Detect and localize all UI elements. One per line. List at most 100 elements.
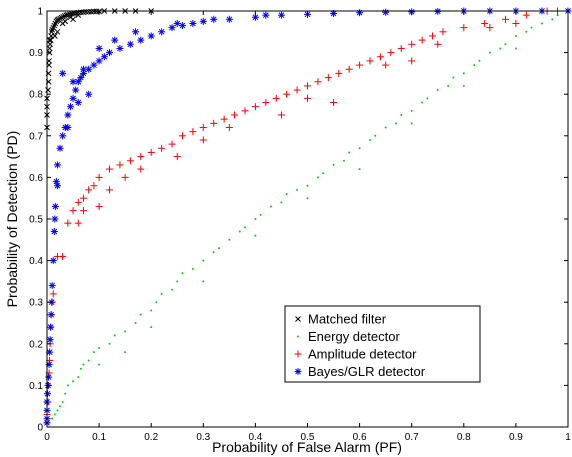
data-point [254,218,257,220]
data-point [57,15,63,22]
data-point [434,40,442,48]
data-point [322,172,325,175]
data-point [95,203,103,211]
data-point [83,8,89,15]
data-point [251,103,259,111]
data-point [64,123,72,131]
data-point [551,18,554,21]
data-point [70,16,76,23]
data-point [176,280,179,283]
data-point [53,413,56,416]
data-point [132,28,140,36]
data-point [408,40,416,48]
data-point [418,36,426,44]
data-point [238,230,241,233]
data-point [335,69,343,77]
data-point [173,153,181,161]
data-point [48,282,56,290]
data-point [158,28,166,36]
data-point [98,363,101,366]
data-point [59,252,67,260]
data-point [108,342,111,345]
data-point [358,168,361,171]
x-axis-title: Probability of False Alarm (PF) [212,439,402,455]
data-point [270,205,273,208]
x-tick-label: 0.1 [92,432,106,443]
data-point [60,13,67,20]
data-point [54,28,61,35]
data-point [345,65,353,73]
data-point [111,36,119,44]
data-point [460,24,468,32]
data-point [92,351,95,354]
data-point [376,53,384,61]
y-tick-label: 0.4 [29,256,43,267]
data-point [324,74,332,82]
data-point [61,401,64,404]
data-point [499,47,502,50]
data-point [225,123,233,131]
data-point [514,34,517,37]
data-point [191,267,194,270]
data-point [486,24,494,32]
data-point [160,292,163,295]
data-point [556,14,559,17]
legend-marker [294,368,302,375]
legend-entry: Energy detector [297,329,400,344]
data-point [77,376,80,379]
x-tick-label: 0 [44,432,50,443]
data-point [481,19,489,27]
data-point [306,184,309,187]
data-point [124,330,127,333]
data-point [90,182,98,190]
legend-marker [297,335,299,338]
data-point [51,33,58,39]
data-point [202,280,205,283]
data-point [540,22,543,25]
data-point [382,61,390,69]
data-point [478,59,481,62]
data-point [66,103,74,111]
data-point [106,165,114,173]
data-point [51,203,59,211]
data-point [137,153,145,161]
data-point [262,99,270,107]
data-point [51,215,59,223]
y-tick-label: 0.1 [29,381,43,392]
data-point [384,126,387,129]
data-point [106,186,114,194]
data-point [85,186,93,194]
data-point [342,159,345,162]
data-point [72,380,75,383]
data-point [69,11,75,17]
data-point [280,201,283,204]
data-point [304,94,311,102]
data-point [277,111,285,119]
y-tick-label: 0.2 [29,339,43,350]
data-point [121,173,129,181]
data-point [366,57,374,65]
x-tick-label: 0.9 [509,432,523,443]
data-point [199,17,207,25]
data-point [254,234,257,237]
y-axis-title: Probability of Detection (PD) [4,131,20,308]
data-point [212,251,215,254]
data-point [277,11,285,19]
data-point [168,140,176,148]
data-point [64,219,72,227]
data-point [79,69,87,77]
data-point [137,165,145,173]
data-point [95,57,103,65]
legend-box [284,305,481,383]
y-tick-label: 0.7 [29,131,43,142]
data-point [72,86,80,94]
data-point [44,390,52,398]
data-point [410,122,413,125]
data-point [61,13,68,19]
data-point [397,44,405,52]
y-tick-label: 0.9 [29,48,43,59]
data-point [134,322,137,324]
data-point [79,194,87,202]
data-point [48,28,55,35]
data-point [473,64,476,67]
